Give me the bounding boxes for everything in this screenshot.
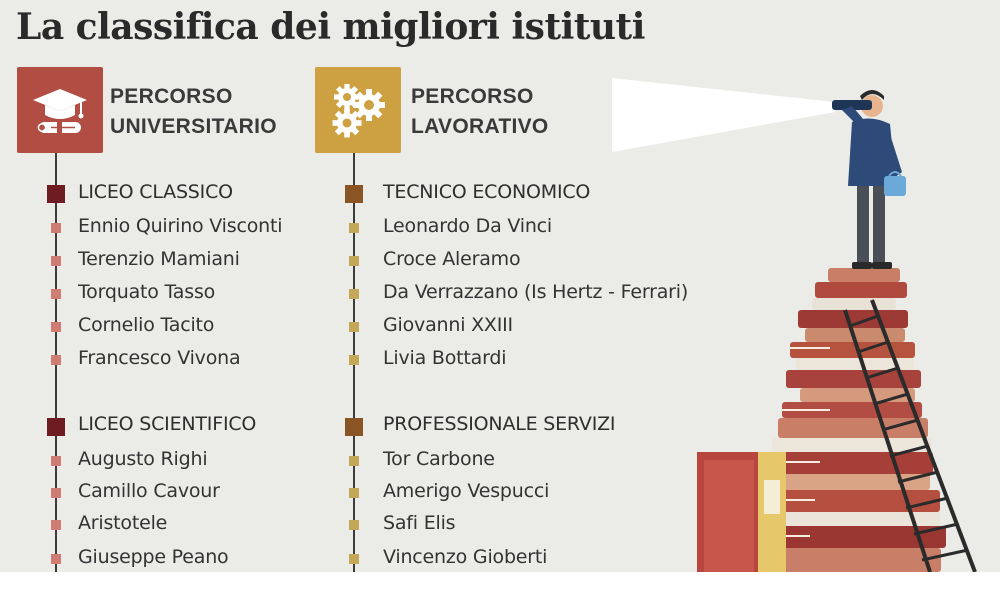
page-title: La classifica dei migliori istituti — [16, 6, 645, 48]
list-item: Leonardo Da Vinci — [383, 215, 552, 237]
item-bullet — [349, 289, 359, 299]
list-item: Francesco Vivona — [78, 347, 241, 369]
list-item: Terenzio Mamiani — [78, 248, 240, 270]
heading-line-1: PERCORSO — [110, 85, 233, 108]
item-bullet — [349, 223, 359, 233]
person-with-telescope-on-books-icon — [612, 78, 977, 572]
category-label: TECNICO ECONOMICO — [383, 181, 591, 203]
item-bullet — [349, 355, 359, 365]
item-bullet — [51, 554, 61, 564]
item-bullet — [51, 520, 61, 530]
column-heading-lavorativo: PERCORSO LAVORATIVO — [411, 82, 549, 142]
category-label: PROFESSIONALE SERVIZI — [383, 413, 616, 435]
item-bullet — [51, 256, 61, 266]
category-bullet — [47, 418, 65, 436]
item-bullet — [349, 488, 359, 498]
list-item: Amerigo Vespucci — [383, 480, 550, 502]
infographic: La classifica dei migliori istituti PERC… — [0, 0, 1000, 572]
list-item: Safi Elis — [383, 512, 456, 534]
category-bullet — [47, 185, 65, 203]
graduation-cap-diploma-icon — [17, 67, 103, 153]
item-bullet — [349, 520, 359, 530]
heading-line-2: UNIVERSITARIO — [110, 115, 277, 138]
item-bullet — [349, 256, 359, 266]
list-item: Ennio Quirino Visconti — [78, 215, 283, 237]
list-item: Livia Bottardi — [383, 347, 507, 369]
item-bullet — [349, 554, 359, 564]
item-bullet — [51, 456, 61, 466]
gears-icon — [315, 67, 401, 153]
list-item: Augusto Righi — [78, 448, 208, 470]
category-label: LICEO SCIENTIFICO — [78, 413, 257, 435]
item-bullet — [349, 456, 359, 466]
item-bullet — [51, 223, 61, 233]
item-bullet — [51, 322, 61, 332]
list-item: Giovanni XXIII — [383, 314, 513, 336]
list-item: Camillo Cavour — [78, 480, 220, 502]
category-label: LICEO CLASSICO — [78, 181, 233, 203]
list-item: Cornelio Tacito — [78, 314, 215, 336]
list-item: Da Verrazzano (Is Hertz - Ferrari) — [383, 281, 689, 303]
list-item: Torquato Tasso — [78, 281, 216, 303]
item-bullet — [51, 289, 61, 299]
list-item: Croce Aleramo — [383, 248, 521, 270]
heading-line-2: LAVORATIVO — [411, 115, 549, 138]
item-bullet — [51, 488, 61, 498]
item-bullet — [349, 322, 359, 332]
column-heading-universitario: PERCORSO UNIVERSITARIO — [110, 82, 277, 142]
list-item: Aristotele — [78, 512, 168, 534]
item-bullet — [51, 355, 61, 365]
list-item: Vincenzo Gioberti — [383, 546, 548, 568]
list-item: Tor Carbone — [383, 448, 495, 470]
category-bullet — [345, 185, 363, 203]
list-item: Giuseppe Peano — [78, 546, 229, 568]
category-bullet — [345, 418, 363, 436]
heading-line-1: PERCORSO — [411, 85, 534, 108]
